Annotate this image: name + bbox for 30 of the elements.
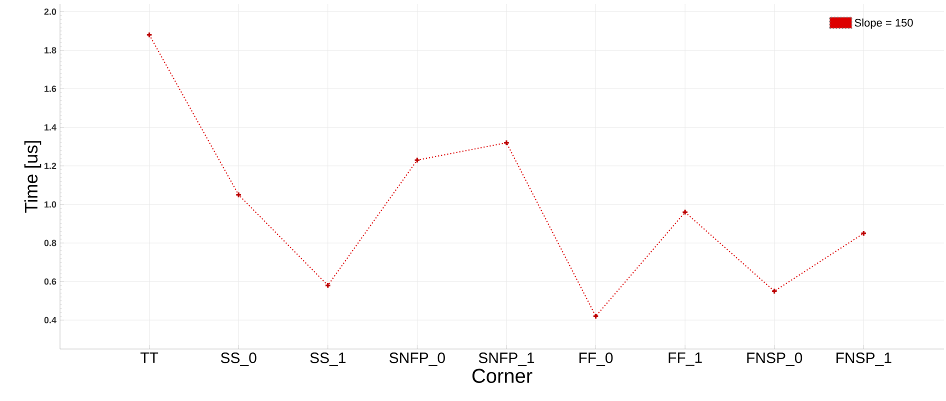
point	[771, 288, 778, 294]
point	[503, 140, 510, 146]
y-tick-label: 1.0	[44, 201, 56, 208]
y-tick-label: 1.4	[44, 124, 56, 130]
y-tick-label: 1.2	[44, 162, 56, 170]
x-axis-title: Corner	[472, 368, 532, 383]
x-tick-label: FF_0	[579, 352, 613, 366]
point	[592, 313, 599, 320]
x-tick-label: SS_1	[310, 352, 346, 366]
legend-label: Slope = 150	[854, 18, 913, 29]
x-tick-label: FF_1	[668, 352, 702, 366]
x-tick-label: FNSP_0	[747, 352, 802, 366]
x-tick-label: SNFP_1	[478, 352, 534, 366]
point	[414, 156, 420, 164]
y-axis-title: Time [us]	[24, 141, 42, 213]
point	[146, 32, 152, 38]
point	[682, 208, 688, 216]
y-tick-label: 2.0	[44, 8, 56, 15]
y-tick-label: 0.6	[44, 278, 56, 285]
point	[324, 282, 332, 289]
point	[860, 230, 867, 237]
y-tick-label: 0.8	[44, 240, 56, 246]
y-tick-label: 0.4	[44, 316, 56, 324]
x-tick-label: FNSP_1	[836, 352, 892, 366]
y-tick-label: 1.8	[44, 47, 56, 54]
point	[235, 192, 242, 198]
x-tick-label: TT	[140, 352, 158, 363]
x-tick-label: SNFP_0	[390, 352, 445, 366]
x-tick-label: SS_0	[220, 352, 256, 366]
y-tick-label: 1.6	[44, 86, 56, 92]
